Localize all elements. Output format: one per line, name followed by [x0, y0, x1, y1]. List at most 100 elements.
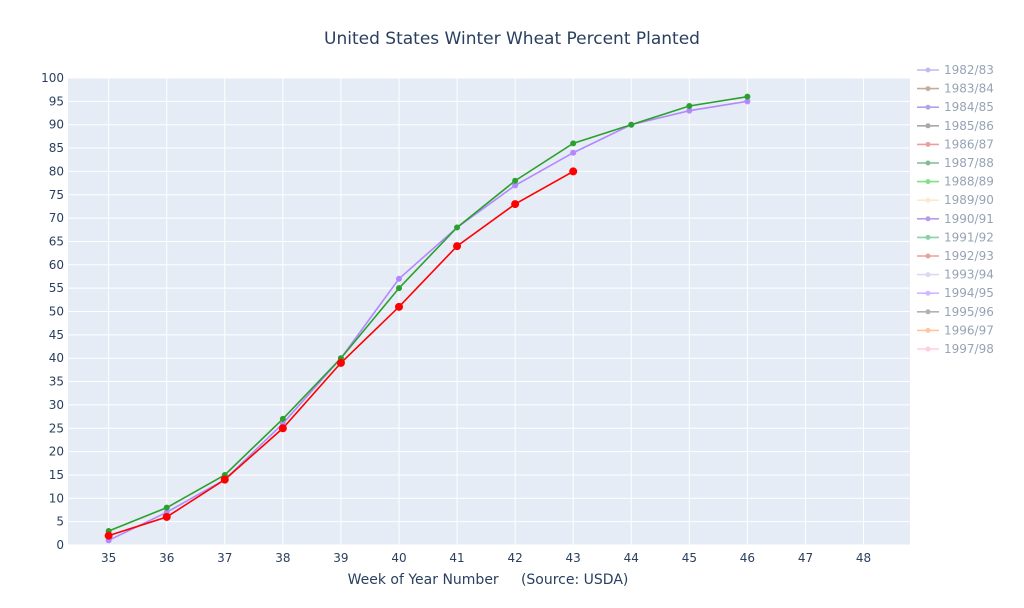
legend-swatch-marker [925, 327, 931, 333]
y-tick-label: 70 [49, 211, 64, 225]
legend-swatch-marker [925, 346, 931, 352]
legend-swatch-marker [925, 160, 931, 166]
legend-label: 1996/97 [944, 323, 994, 337]
x-tick-label: 46 [740, 551, 755, 565]
gridlines [68, 77, 910, 546]
x-tick-label: 41 [449, 551, 464, 565]
x-axis-label: Week of Year Number (Source: USDA) [348, 572, 629, 588]
legend-item[interactable]: 1983/84 [917, 82, 994, 96]
y-tick-label: 90 [49, 118, 64, 132]
legend-label: 1993/94 [944, 268, 994, 282]
legend-label: 1985/86 [944, 119, 994, 133]
y-tick-label: 65 [49, 234, 64, 248]
legend-swatch-marker [925, 290, 931, 296]
data-point [512, 182, 519, 189]
legend-item[interactable]: 1984/85 [917, 100, 994, 114]
legend-label: 1988/89 [944, 175, 994, 189]
legend-item[interactable]: 1993/94 [917, 268, 994, 282]
y-tick-label: 85 [49, 141, 64, 155]
y-tick-label: 75 [49, 188, 64, 202]
data-point [453, 242, 462, 251]
x-tick-label: 48 [856, 551, 871, 565]
chart-title: United States Winter Wheat Percent Plant… [324, 29, 700, 49]
data-point [104, 531, 113, 540]
y-tick-label: 80 [49, 164, 64, 178]
legend-swatch-marker [925, 67, 931, 73]
y-tick-label: 55 [49, 281, 64, 295]
data-point [511, 200, 520, 209]
legend-swatch-marker [925, 123, 931, 129]
legend-label: 1983/84 [944, 82, 994, 96]
legend-label: 1991/92 [944, 230, 994, 244]
legend-label: 1987/88 [944, 156, 994, 170]
legend-swatch-marker [925, 216, 931, 222]
data-point [394, 302, 403, 311]
legend-swatch-marker [925, 234, 931, 240]
x-tick-label: 43 [566, 551, 581, 565]
legend-swatch-marker [925, 86, 931, 92]
y-tick-label: 35 [49, 375, 64, 389]
legend-item[interactable]: 1995/96 [917, 305, 994, 319]
x-tick-label: 38 [275, 551, 290, 565]
data-point [744, 93, 751, 100]
legend-swatch-marker [925, 179, 931, 185]
y-tick-label: 25 [49, 421, 64, 435]
y-tick-label: 0 [56, 538, 64, 552]
legend-item[interactable]: 1991/92 [917, 230, 994, 244]
x-tick-label: 44 [624, 551, 639, 565]
y-tick-label: 20 [49, 445, 64, 459]
data-point [570, 149, 577, 156]
legend-item[interactable]: 1997/98 [917, 342, 994, 356]
y-tick-label: 95 [49, 94, 64, 108]
y-tick-label: 30 [49, 398, 64, 412]
legend-label: 1992/93 [944, 249, 994, 263]
legend-label: 1984/85 [944, 100, 994, 114]
data-point [220, 475, 229, 484]
y-tick-label: 5 [56, 515, 64, 529]
data-point [162, 512, 171, 521]
data-point [512, 177, 519, 184]
y-tick-label: 40 [49, 351, 64, 365]
legend-item[interactable]: 1986/87 [917, 137, 994, 151]
data-point [279, 415, 286, 422]
legend[interactable]: 1982/83 1983/84 1984/85 1985/86 1986/87 1987/… [917, 63, 994, 356]
legend-item[interactable]: 1988/89 [917, 175, 994, 189]
data-point [569, 167, 578, 176]
legend-label: 1986/87 [944, 137, 994, 151]
x-axis-ticks: 35 36 37 38 39 40 41 42 43 44 45 46 47 48 [101, 551, 871, 565]
series-line [108, 95, 748, 532]
data-point [686, 107, 693, 114]
legend-item[interactable]: 1994/95 [917, 286, 994, 300]
legend-swatch-marker [925, 253, 931, 259]
legend-item[interactable]: 1987/88 [917, 156, 994, 170]
data-point [628, 121, 635, 128]
data-point [336, 358, 345, 367]
data-point [163, 504, 170, 511]
legend-swatch-marker [925, 272, 931, 278]
legend-swatch-marker [925, 141, 931, 147]
x-tick-label: 47 [798, 551, 813, 565]
legend-label: 1994/95 [944, 286, 994, 300]
data-point [686, 103, 693, 110]
series-markers [104, 93, 751, 544]
data-point [395, 285, 402, 292]
legend-item[interactable]: 1989/90 [917, 193, 994, 207]
y-tick-label: 60 [49, 258, 64, 272]
x-tick-label: 36 [159, 551, 174, 565]
data-point [454, 224, 461, 231]
legend-item[interactable]: 1982/83 [917, 63, 994, 77]
y-tick-label: 15 [49, 468, 64, 482]
legend-swatch-marker [925, 309, 931, 315]
legend-item[interactable]: 1985/86 [917, 119, 994, 133]
x-tick-label: 37 [217, 551, 232, 565]
y-tick-label: 10 [49, 491, 64, 505]
legend-item[interactable]: 1992/93 [917, 249, 994, 263]
legend-item[interactable]: 1990/91 [917, 212, 994, 226]
legend-item[interactable]: 1996/97 [917, 323, 994, 337]
y-tick-label: 50 [49, 305, 64, 319]
data-point [744, 98, 751, 105]
y-tick-label: 45 [49, 328, 64, 342]
legend-label: 1995/96 [944, 305, 994, 319]
x-tick-label: 40 [391, 551, 406, 565]
